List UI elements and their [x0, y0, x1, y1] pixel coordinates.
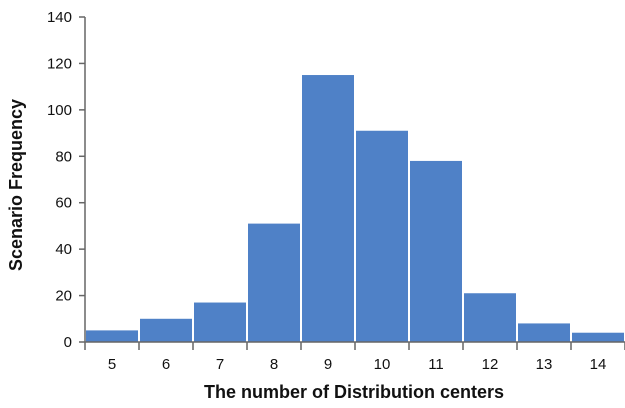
x-tick-label: 8: [270, 356, 278, 373]
y-tick-label: 120: [47, 55, 72, 72]
x-tick-label: 9: [324, 356, 332, 373]
y-tick-labels: 0 20 40 60 80 100 120 140: [47, 9, 72, 351]
bars-group: [86, 75, 624, 343]
x-tick-label: 10: [374, 356, 391, 373]
bar-9: [302, 75, 354, 343]
bar-10: [356, 130, 408, 342]
axes-group: [79, 16, 625, 350]
bar-14: [572, 332, 624, 342]
x-tick-label: 6: [162, 356, 170, 373]
x-tick-label: 13: [536, 356, 553, 373]
y-axis-title: Scenario Frequency: [6, 99, 26, 271]
x-tick-label: 11: [428, 356, 444, 373]
y-tick-label: 20: [55, 288, 72, 305]
x-tick-labels: 5 6 7 8 9 10 11 12 13 14: [108, 356, 607, 373]
bar-11: [410, 160, 462, 342]
x-tick-label: 5: [108, 356, 116, 373]
bar-12: [464, 293, 516, 342]
x-tick-label: 14: [590, 356, 607, 373]
x-tick-label: 12: [482, 356, 499, 373]
x-axis-title: The number of Distribution centers: [204, 382, 504, 402]
y-tick-label: 100: [47, 102, 72, 119]
bar-6: [140, 318, 192, 342]
bar-7: [194, 302, 246, 342]
bar-8: [248, 223, 300, 342]
bar-13: [518, 323, 570, 342]
bar-5: [86, 330, 138, 342]
y-tick-label: 60: [55, 195, 72, 212]
y-tick-label: 40: [55, 241, 72, 258]
y-tick-label: 80: [55, 148, 72, 165]
y-tick-label: 140: [47, 9, 72, 26]
x-tick-label: 7: [216, 356, 224, 373]
y-tick-label: 0: [64, 334, 72, 351]
